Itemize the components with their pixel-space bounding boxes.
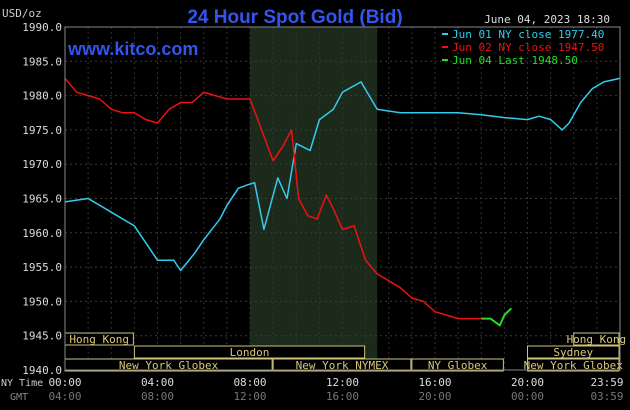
session-border [272,358,412,372]
y-tick-label: 1965.0 [22,193,62,206]
x-tick-label-gmt: 03:59 [590,390,623,403]
session-box: London [133,345,366,359]
session-label: New York Globex [524,359,624,372]
y-tick-label: 1945.0 [22,330,62,343]
x-tick-label-gmt: 16:00 [326,390,359,403]
session-label: New York NYMEX [296,359,389,372]
x-tick-label-gmt: 12:00 [233,390,266,403]
ny-market-hours-shade [250,27,378,370]
session-label: Sydney [553,346,593,359]
session-box: New York Globex [64,358,273,372]
x-tick-label-gmt: 00:00 [511,390,544,403]
x-tick-label-ny: 04:00 [141,376,174,389]
series-line-jun-02 [64,77,482,320]
x-tick-label-ny: 12:00 [326,376,359,389]
y-tick-label: 1975.0 [22,124,62,137]
session-label: New York Globex [119,359,219,372]
y-tick-label: 1940.0 [22,364,62,377]
x-tick-label-ny: 23:59 [590,376,623,389]
series-lines [64,77,620,327]
session-box: Hong Kong [64,332,134,346]
series-line-jun-01 [64,77,620,272]
y-tick-label: 1950.0 [22,295,62,308]
y-axis-ticks: 1990.0 1985.0 1980.0 1975.0 1970.0 1965.0 1960… [22,21,62,377]
plot-border [64,26,621,371]
x-tick-label-ny: 08:00 [233,376,266,389]
x-axis-ticks: 00:0004:0004:0008:0008:0012:0012:0016:00… [48,376,623,403]
session-box: Hong Kong [567,332,627,346]
y-tick-label: 1960.0 [22,227,62,240]
session-box: New York NYMEX [272,358,412,372]
chart-title: 24 Hour Spot Gold (Bid) [187,7,402,28]
session-border [133,345,366,359]
x-axis-label-ny: NY Time [1,378,43,389]
session-box: New York Globex [524,358,624,372]
session-border [411,358,504,372]
x-tick-label-gmt: 08:00 [141,390,174,403]
y-tick-label: 1955.0 [22,261,62,274]
x-tick-label-ny: 20:00 [511,376,544,389]
series-line-jun-04 [481,307,513,327]
legend-label: Jun 04 Last 1948.50 [452,54,578,67]
units-label: USD/oz [2,7,42,20]
y-tick-label: 1970.0 [22,158,62,171]
y-tick-label: 1980.0 [22,90,62,103]
session-box: NY Globex [411,358,504,372]
session-label: Hong Kong [69,333,129,346]
session-border [527,345,620,359]
x-tick-label-gmt: 20:00 [418,390,451,403]
y-tick-label: 1985.0 [22,55,62,68]
session-box: Sydney [527,345,620,359]
y-tick-label: 1990.0 [22,21,62,34]
legend-label: Jun 01 NY close 1977.40 [452,28,604,41]
grid-lines [65,27,620,370]
session-label: Hong Kong [567,333,627,346]
watermark: www.kitco.com [67,39,198,59]
session-label: London [230,346,270,359]
session-border [573,332,620,346]
legend-label: Jun 02 NY close 1947.50 [452,41,604,54]
x-axis-label-gmt: GMT [10,392,28,403]
session-border [527,358,620,372]
x-tick-label-ny: 00:00 [48,376,81,389]
timestamp: June 04, 2023 18:30 [484,13,610,26]
x-tick-label-gmt: 04:00 [48,390,81,403]
x-tick-label-ny: 16:00 [418,376,451,389]
session-label: NY Globex [428,359,488,372]
